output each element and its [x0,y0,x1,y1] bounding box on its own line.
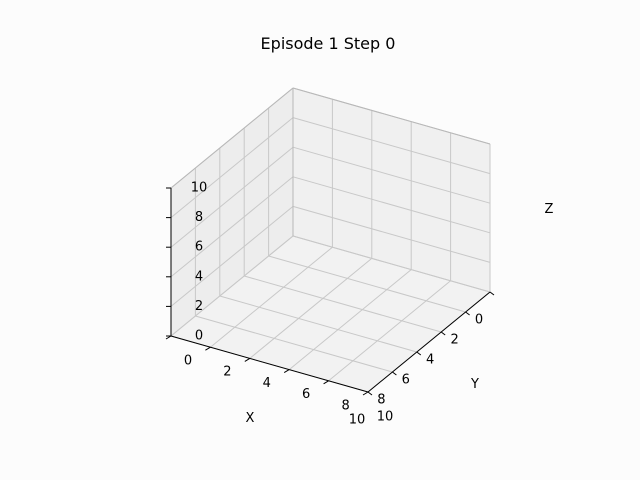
x-tick-mark [367,391,373,396]
pane-edge-top-y [292,87,491,145]
y-tick-label: 2 [223,365,231,380]
gridline-wall-xz [170,176,294,278]
y-tick-mark [283,369,290,374]
z-axis-label: Z [545,202,554,217]
x-axis-label: X [246,411,255,426]
gridlines [170,87,491,393]
z-tick-label: 0 [195,329,203,344]
y-tick-mark [244,357,251,362]
x-tick-label: 6 [402,373,410,388]
pane-floor [171,236,490,392]
x-tick-label: 10 [349,413,366,428]
z-tick-label: 4 [195,269,203,284]
y-tick-label: 8 [341,398,349,413]
gridline-floor-x [219,295,417,353]
gridline-wall-yz [292,117,491,175]
y-tick-label: 0 [184,354,192,369]
axis-spines [170,87,491,393]
y-tick-label: 10 [377,410,394,425]
gridline-floor-y [288,269,412,370]
gridline-wall-yz [292,235,491,293]
gridline-floor-x [268,255,466,313]
chart-title: Episode 1 Step 0 [261,34,396,53]
x-tick-label: 0 [475,313,483,328]
gridline-wall-yz [292,146,491,204]
y-tick-mark [205,346,211,351]
gridline-floor-x [244,275,442,333]
x-tick-label: 2 [450,333,458,348]
x-tick-mark [465,311,470,316]
gridline-floor-x [195,315,393,373]
gridline-floor-y [328,280,451,382]
x-tick-label: 8 [377,393,385,408]
pane-wall-y [293,88,490,292]
x-tick-mark [392,371,397,376]
axes-panes [171,88,490,392]
x-axis-line [367,291,491,393]
pane-wall-x [171,88,293,336]
pane-edge-top-x [170,87,294,189]
gridline-wall-xz [170,117,294,218]
y-axis-line [170,335,369,393]
gridline-wall-yz [292,176,491,234]
x-tick-mark [489,291,495,296]
z-tick-label: 2 [195,299,203,314]
gridline-wall-xz [170,235,294,337]
tick-marks [165,187,495,396]
z-tick-label: 10 [191,181,208,196]
y-tick-label: 4 [263,376,271,391]
x-tick-mark [440,331,446,336]
gridline-wall-xz [170,146,294,248]
gridline-wall-xz [170,206,294,307]
y-tick-label: 6 [302,387,310,402]
gridline-floor-y [210,246,333,348]
gridline-floor-y [249,258,373,359]
gridline-wall-yz [292,205,491,263]
y-tick-mark [323,380,329,385]
x-tick-label: 4 [426,353,434,368]
z-tick-label: 6 [195,240,203,255]
y-axis-label: Y [470,377,479,392]
z-tick-label: 8 [195,210,203,225]
x-tick-mark [416,351,422,356]
y-tick-mark [362,391,369,396]
